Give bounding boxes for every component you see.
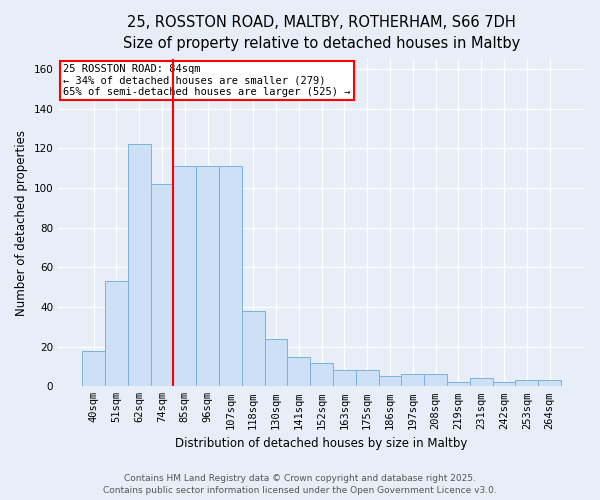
Bar [196,166,219,386]
Bar [128,144,151,386]
Bar [151,184,173,386]
Bar [356,370,379,386]
X-axis label: Distribution of detached houses by size in Maltby: Distribution of detached houses by size … [175,437,468,450]
Bar [173,166,196,386]
Bar [493,382,515,386]
Bar [219,166,242,386]
Y-axis label: Number of detached properties: Number of detached properties [15,130,28,316]
Bar [287,356,310,386]
Bar [515,380,538,386]
Bar [379,376,401,386]
Bar [242,311,265,386]
Bar [447,382,470,386]
Bar [424,374,447,386]
Bar [538,380,561,386]
Bar [310,362,333,386]
Bar [82,350,105,386]
Text: 25 ROSSTON ROAD: 84sqm
← 34% of detached houses are smaller (279)
65% of semi-de: 25 ROSSTON ROAD: 84sqm ← 34% of detached… [64,64,351,97]
Bar [265,338,287,386]
Title: 25, ROSSTON ROAD, MALTBY, ROTHERHAM, S66 7DH
Size of property relative to detach: 25, ROSSTON ROAD, MALTBY, ROTHERHAM, S66… [123,15,520,51]
Bar [401,374,424,386]
Bar [470,378,493,386]
Bar [105,281,128,386]
Bar [333,370,356,386]
Text: Contains HM Land Registry data © Crown copyright and database right 2025.
Contai: Contains HM Land Registry data © Crown c… [103,474,497,495]
